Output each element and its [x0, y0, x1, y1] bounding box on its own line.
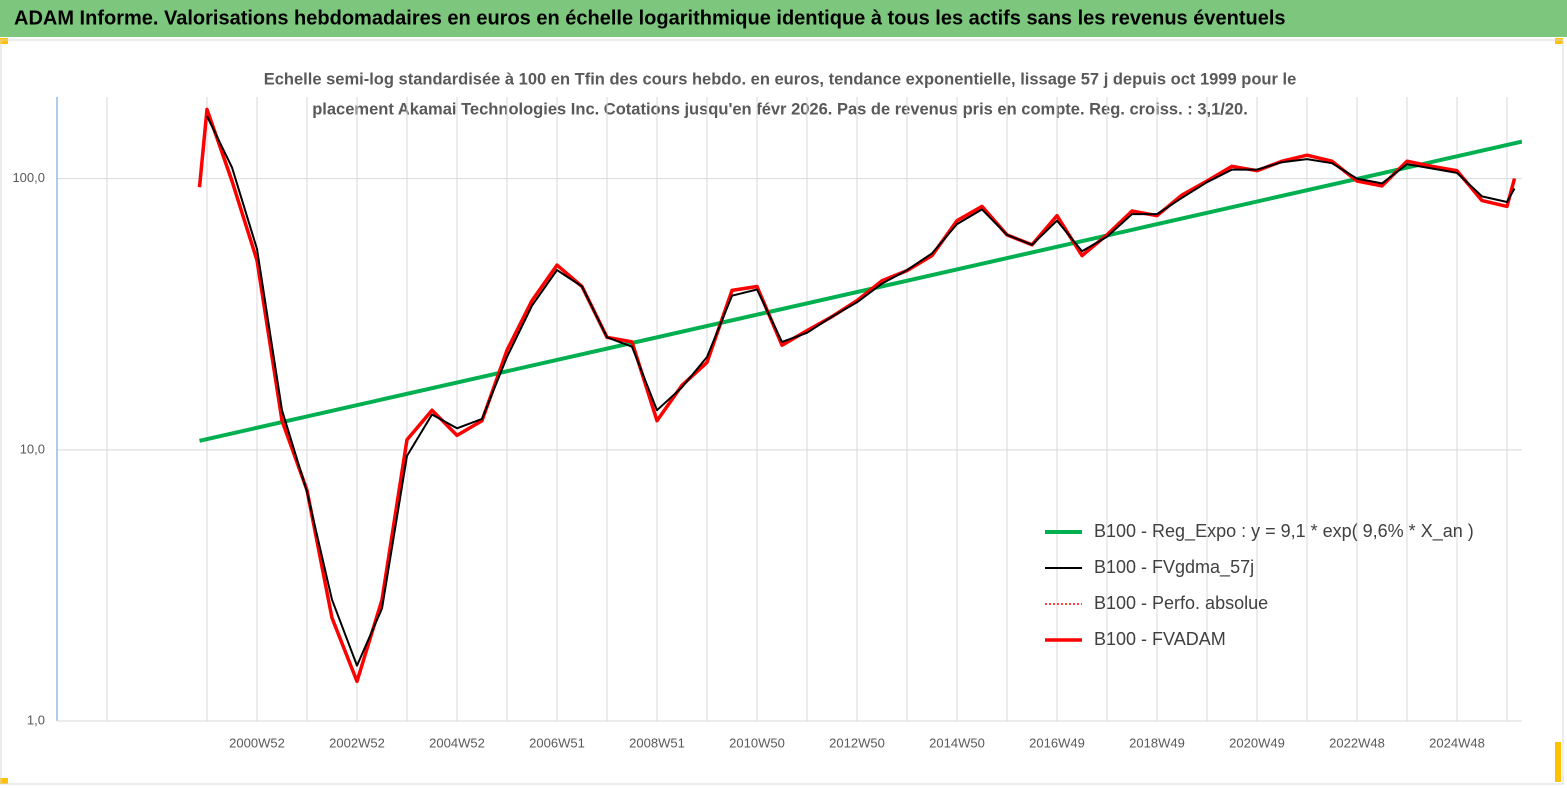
y-tick-label: 100,0	[12, 170, 45, 185]
y-tick-label: 1,0	[27, 712, 45, 727]
chart-frame	[0, 39, 1564, 785]
corner	[0, 38, 8, 44]
corner	[1555, 742, 1561, 782]
plot-area	[197, 107, 1522, 684]
series-line	[199, 139, 1522, 443]
x-tick-label: 2002W52	[329, 735, 385, 750]
legend-label: B100 - FVgdma_57j	[1094, 557, 1254, 578]
grid: 1,0 10,0 100,0 2000W52 2002W52 2004W52 2006W51…	[12, 97, 1522, 750]
x-tick-label: 2000W52	[229, 735, 285, 750]
corner	[0, 778, 8, 784]
title-bar	[0, 0, 1567, 37]
x-tick-label: 2022W48	[1329, 735, 1385, 750]
x-tick-label: 2008W51	[629, 735, 685, 750]
x-tick-label: 2010W50	[729, 735, 785, 750]
x-tick-label: 2006W51	[529, 735, 585, 750]
page-title: ADAM Informe. Valorisations hebdomadaire…	[14, 7, 1286, 29]
x-tick-label: 2024W48	[1429, 735, 1485, 750]
corner	[1555, 38, 1563, 44]
chart-subtitle: placement Akamai Technologies Inc. Cotat…	[312, 100, 1248, 118]
legend: B100 - Reg_Expo : y = 9,1 * exp( 9,6% * …	[1045, 521, 1474, 649]
x-tick-label: 2016W49	[1029, 735, 1085, 750]
x-tick-label: 2014W50	[929, 735, 985, 750]
legend-label: B100 - Perfo. absolue	[1094, 593, 1268, 613]
x-tick-label: 2012W50	[829, 735, 885, 750]
series-line	[197, 107, 1517, 684]
series-line	[206, 115, 1516, 667]
x-tick-label: 2004W52	[429, 735, 485, 750]
legend-label: B100 - FVADAM	[1094, 629, 1226, 649]
chart-subtitle: Echelle semi-log standardisée à 100 en T…	[264, 70, 1297, 88]
x-tick-label: 2020W49	[1229, 735, 1285, 750]
x-tick-label: 2018W49	[1129, 735, 1185, 750]
legend-label: B100 - Reg_Expo : y = 9,1 * exp( 9,6% * …	[1094, 521, 1474, 542]
y-tick-label: 10,0	[20, 441, 45, 456]
